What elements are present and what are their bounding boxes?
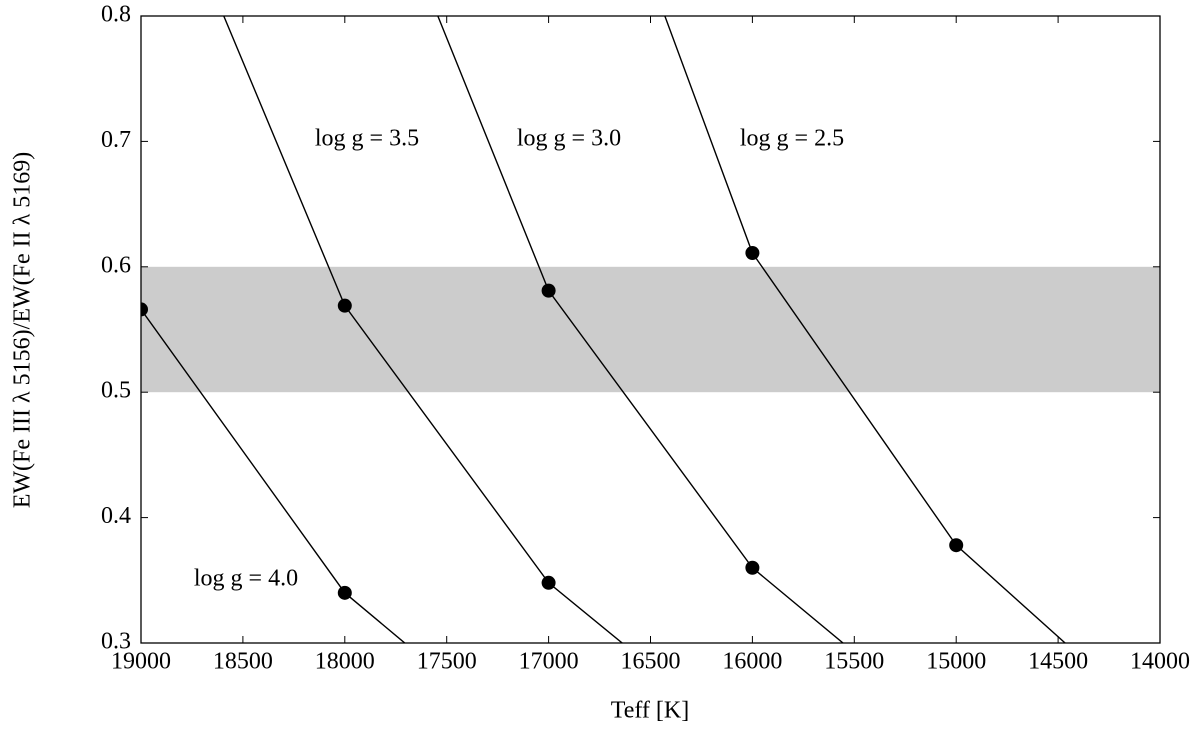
point-marker [541, 283, 556, 298]
x-tick-label: 14000 [1130, 649, 1190, 675]
y-axis-label: EW(Fe III λ 5156)/EW(Fe II λ 5169) [10, 152, 36, 509]
series-label: log g = 4.0 [194, 566, 298, 592]
x-tick-label: 17500 [417, 649, 477, 675]
x-tick-label: 17000 [519, 649, 579, 675]
x-tick-label: 19000 [111, 649, 171, 675]
x-tick-label: 16500 [621, 649, 681, 675]
point-marker [541, 575, 556, 590]
y-tick-label: 0.3 [101, 629, 131, 655]
series-line [223, 16, 624, 643]
x-tick-label: 15500 [824, 649, 884, 675]
x-axis-label: Teff [K] [611, 698, 690, 724]
y-tick-label: 0.6 [101, 252, 131, 278]
y-tick-label: 0.4 [101, 503, 131, 529]
x-tick-label: 18500 [213, 649, 273, 675]
point-marker [949, 730, 963, 734]
point-marker [337, 298, 352, 313]
band-layer [141, 266, 1160, 393]
point-marker [745, 246, 760, 261]
x-tick-label: 16000 [722, 649, 782, 675]
point-marker [141, 302, 148, 317]
series-label: log g = 3.0 [517, 126, 621, 152]
x-tick-label: 15000 [926, 649, 986, 675]
point-marker [337, 585, 352, 600]
y-tick-label: 0.8 [101, 2, 131, 28]
shaded-band [141, 266, 1160, 393]
x-tick-label: 14500 [1028, 649, 1088, 675]
x-tick-label: 18000 [315, 649, 375, 675]
point-marker [745, 560, 760, 575]
series-label: log g = 2.5 [740, 126, 844, 152]
series-line [437, 16, 845, 643]
y-tick-label: 0.7 [101, 127, 131, 153]
series-label: log g = 3.5 [315, 126, 419, 152]
point-marker [1153, 721, 1167, 734]
y-tick-label: 0.5 [101, 378, 131, 404]
point-marker [949, 538, 964, 553]
